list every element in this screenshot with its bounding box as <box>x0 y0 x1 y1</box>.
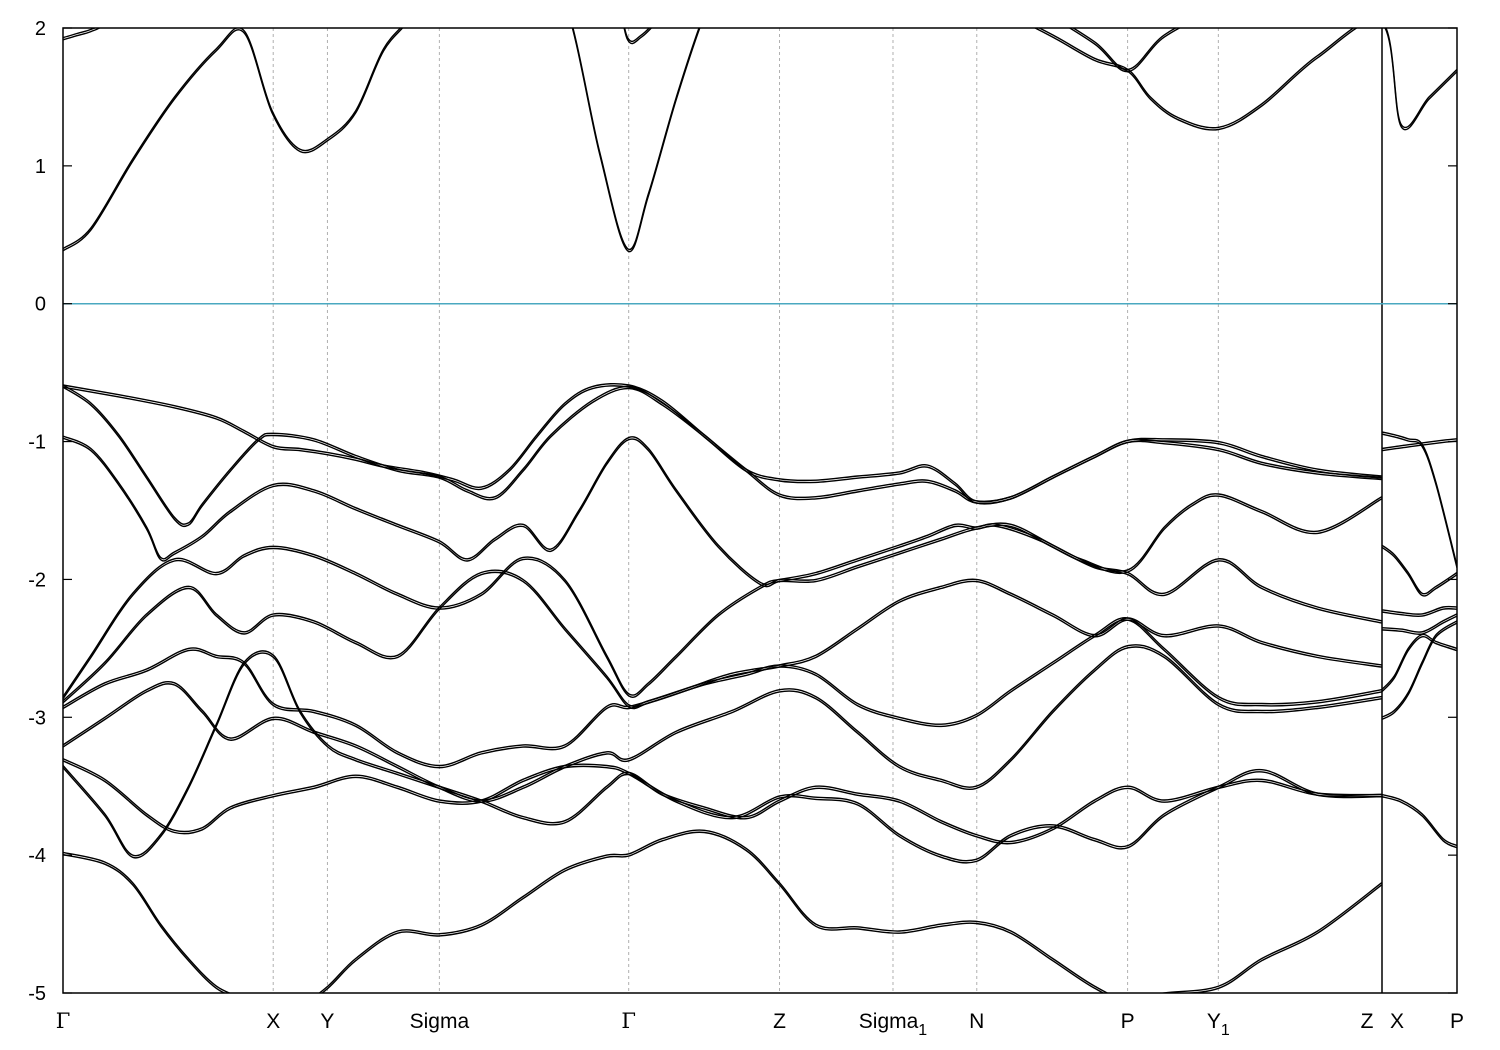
band-line-14-pair <box>1381 546 1457 597</box>
band-line-1 <box>63 28 1177 71</box>
band-line-10-pair <box>63 652 1382 859</box>
band-line-15 <box>1381 605 1457 615</box>
x-axis: Γ X Y Sigma Γ Z Sigma1 N P Y1 Z X P <box>56 1009 1464 1039</box>
band-line-0-pair <box>63 28 1457 253</box>
y-tick-label: -1 <box>28 432 46 454</box>
band-line-19-pair <box>1381 796 1457 849</box>
band-line-10 <box>63 650 1382 857</box>
band-line-12-pair <box>1381 433 1457 568</box>
band-line-19 <box>1381 793 1457 847</box>
band-line-17 <box>1381 633 1457 691</box>
x-tick-label: N <box>969 1010 984 1033</box>
y-tick-label: -5 <box>28 983 46 1005</box>
y-tick-label: -4 <box>28 845 46 867</box>
y-axis: 2 1 0 -1 -2 -3 -4 -5 <box>28 18 1457 1005</box>
x-tick-label: Sigma1 <box>859 1010 928 1039</box>
y-tick-label: 1 <box>35 156 46 178</box>
band-line-11 <box>63 829 1383 993</box>
band-line-3 <box>63 384 1382 525</box>
y-tick-label: -2 <box>28 569 46 591</box>
x-tick-label: Γ <box>621 1009 636 1033</box>
bands <box>63 28 1457 993</box>
x-tick-label: Z <box>773 1010 786 1033</box>
x-tick-label: P <box>1121 1010 1135 1033</box>
band-line-4 <box>63 435 1383 586</box>
x-tick-label: Z <box>1361 1010 1374 1033</box>
band-line-4-pair <box>63 437 1383 588</box>
band-line-15-pair <box>1381 608 1457 618</box>
band-line-9-pair <box>63 760 1382 864</box>
y-tick-label: -3 <box>28 707 46 729</box>
y-tick-label: 2 <box>35 18 46 40</box>
band-line-7 <box>63 617 1382 767</box>
x-tick-label: Γ <box>56 1009 71 1033</box>
x-tick-label: P <box>1450 1010 1464 1033</box>
x-tick-label: Y <box>320 1010 334 1033</box>
x-tick-label: Sigma <box>410 1010 470 1033</box>
kpoint-gridlines <box>272 28 1383 993</box>
band-line-11-pair <box>63 831 1383 993</box>
band-line-16 <box>1381 613 1457 633</box>
y-tick-label: 0 <box>35 294 46 316</box>
band-line-17-pair <box>1381 635 1457 693</box>
x-tick-label: X <box>1390 1010 1404 1033</box>
band-line-18-pair <box>1381 622 1457 721</box>
plot-frame <box>62 27 1458 994</box>
band-line-5 <box>63 522 1382 697</box>
band-line-1-pair <box>63 28 1181 73</box>
band-line-3-pair <box>63 386 1382 528</box>
x-tick-label: X <box>266 1010 280 1033</box>
band-line-8-pair <box>63 646 1382 803</box>
x-tick-label: Y1 <box>1207 1010 1230 1039</box>
band-line-8 <box>63 644 1382 801</box>
band-line-18 <box>1381 620 1457 718</box>
plot-border <box>62 27 1458 994</box>
band-line-13 <box>1381 438 1457 450</box>
band-line-0 <box>63 28 1457 251</box>
band-line-5-pair <box>63 524 1382 700</box>
band-line-7-pair <box>63 619 1382 769</box>
band-line-14 <box>1381 544 1457 595</box>
